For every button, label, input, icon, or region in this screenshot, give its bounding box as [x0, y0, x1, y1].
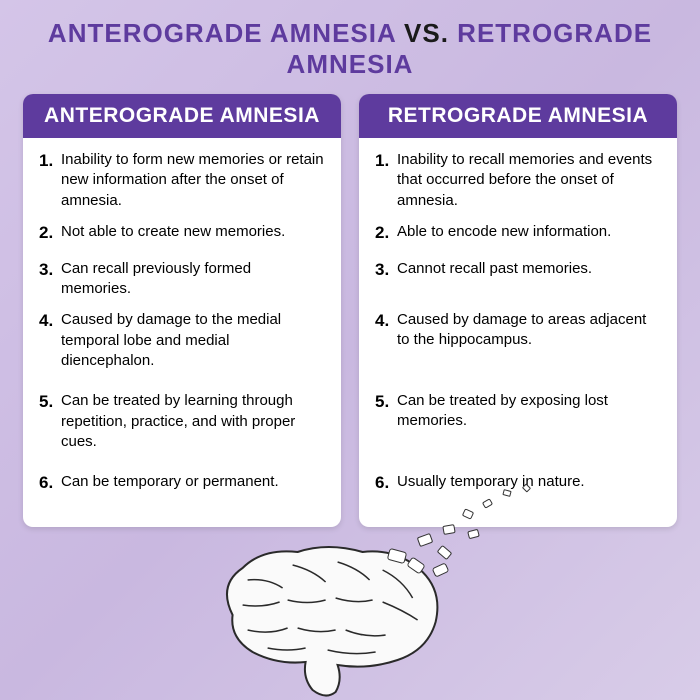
item-number: 4. — [39, 310, 59, 332]
list-item: 5.Can be treated by exposing lost memori… — [375, 391, 661, 461]
list-item: 4.Caused by damage to areas adjacent to … — [375, 310, 661, 380]
right-list: 1.Inability to recall memories and event… — [359, 138, 677, 513]
list-item: 6.Can be temporary or permanent. — [39, 472, 325, 498]
item-number: 3. — [39, 259, 59, 281]
item-number: 2. — [39, 222, 59, 244]
left-card: ANTEROGRADE AMNESIA 1.Inability to form … — [23, 94, 341, 527]
columns-container: ANTEROGRADE AMNESIA 1.Inability to form … — [0, 94, 700, 527]
item-text: Caused by damage to the medial temporal … — [59, 310, 325, 371]
item-number: 6. — [39, 472, 59, 494]
item-text: Can be treated by learning through repet… — [59, 391, 325, 452]
item-text: Able to encode new information. — [395, 222, 611, 242]
title-part1: ANTEROGRADE AMNESIA — [48, 18, 396, 48]
brain-fragments — [378, 480, 578, 580]
main-title: ANTEROGRADE AMNESIA VS. RETROGRADE AMNES… — [0, 0, 700, 94]
list-item: 5.Can be treated by learning through rep… — [39, 391, 325, 461]
item-number: 5. — [375, 391, 395, 413]
list-item: 1.Inability to form new memories or reta… — [39, 150, 325, 211]
item-text: Can be treated by exposing lost memories… — [395, 391, 661, 432]
item-number: 1. — [375, 150, 395, 172]
list-item: 2.Able to encode new information. — [375, 222, 661, 248]
item-number: 5. — [39, 391, 59, 413]
list-item: 3.Can recall previously formed memories. — [39, 259, 325, 300]
list-item: 4.Caused by damage to the medial tempora… — [39, 310, 325, 380]
item-text: Cannot recall past memories. — [395, 259, 592, 279]
item-text: Caused by damage to areas adjacent to th… — [395, 310, 661, 351]
item-number: 2. — [375, 222, 395, 244]
item-text: Not able to create new memories. — [59, 222, 285, 242]
title-vs: VS. — [404, 18, 449, 48]
right-header: RETROGRADE AMNESIA — [359, 94, 677, 138]
item-number: 3. — [375, 259, 395, 281]
right-card: RETROGRADE AMNESIA 1.Inability to recall… — [359, 94, 677, 527]
item-text: Inability to recall memories and events … — [395, 150, 661, 211]
left-header: ANTEROGRADE AMNESIA — [23, 94, 341, 138]
item-text: Inability to form new memories or retain… — [59, 150, 325, 211]
item-text: Can recall previously formed memories. — [59, 259, 325, 300]
item-number: 4. — [375, 310, 395, 332]
list-item: 2.Not able to create new memories. — [39, 222, 325, 248]
item-text: Can be temporary or permanent. — [59, 472, 279, 492]
item-number: 1. — [39, 150, 59, 172]
list-item: 3.Cannot recall past memories. — [375, 259, 661, 299]
left-list: 1.Inability to form new memories or reta… — [23, 138, 341, 513]
list-item: 1.Inability to recall memories and event… — [375, 150, 661, 211]
